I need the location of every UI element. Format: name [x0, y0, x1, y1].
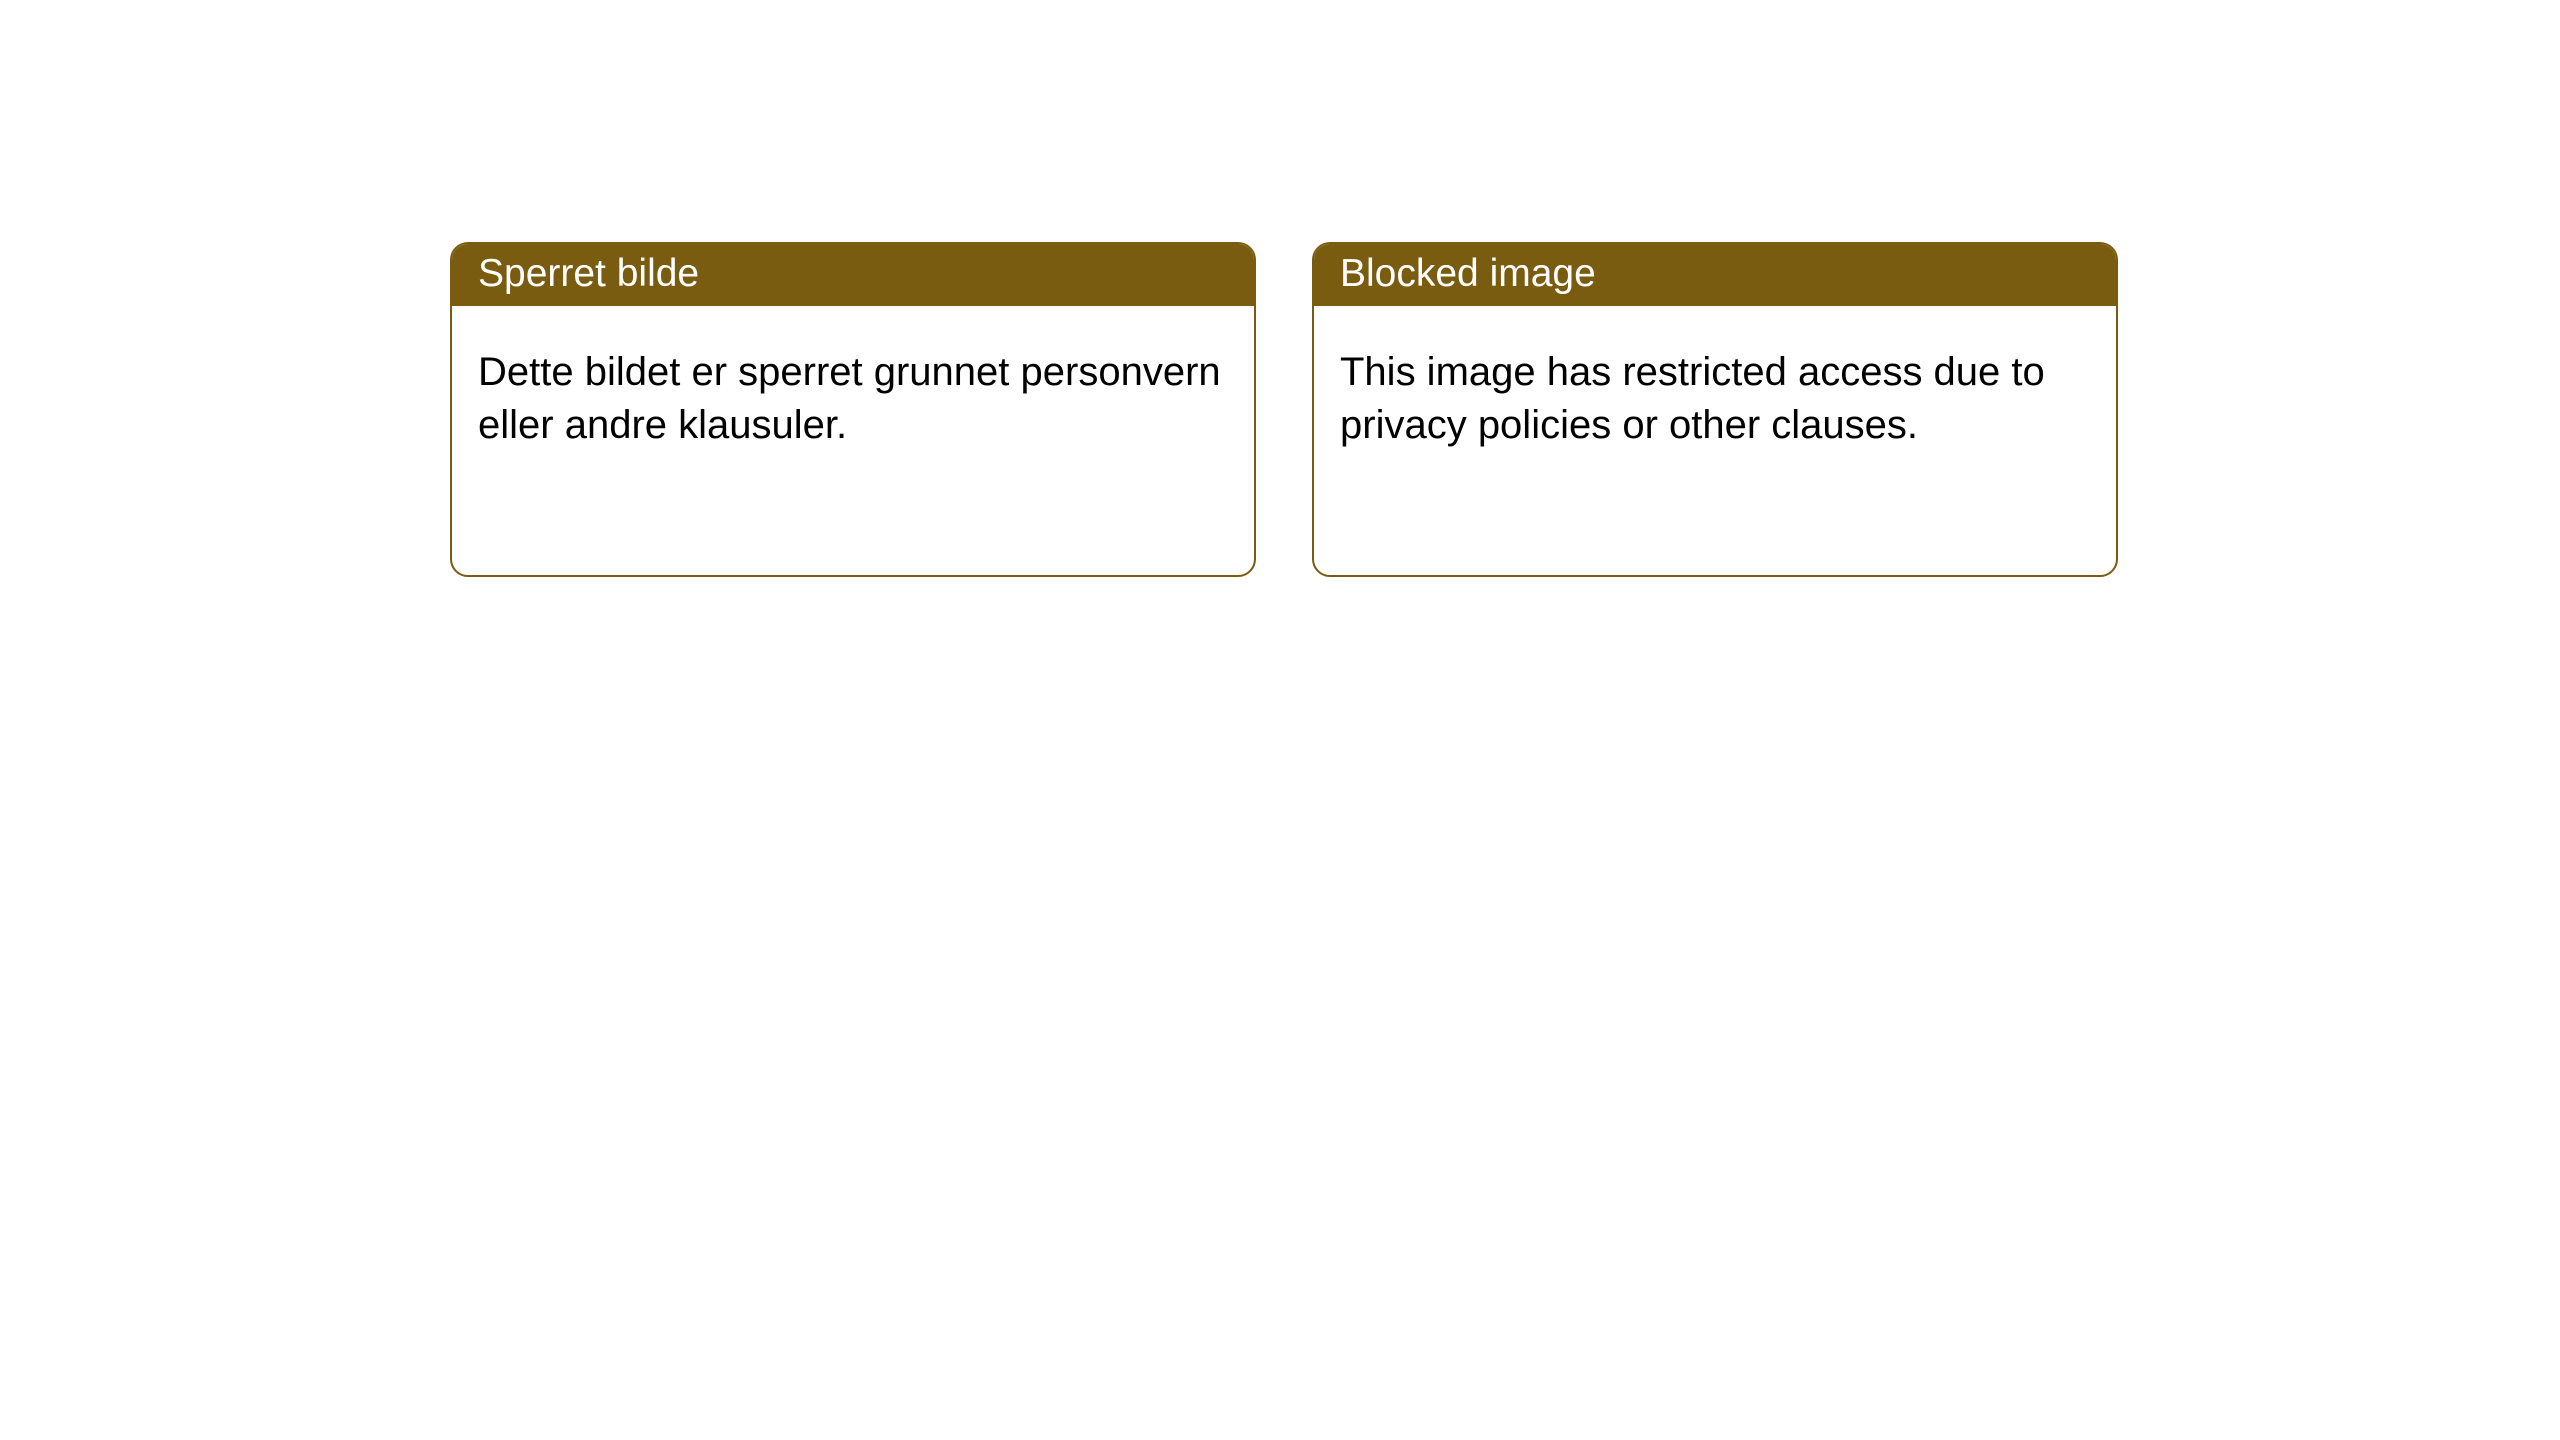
card-body-norwegian: Dette bildet er sperret grunnet personve… [452, 306, 1254, 478]
card-header-english: Blocked image [1314, 244, 2116, 306]
card-header-norwegian: Sperret bilde [452, 244, 1254, 306]
notice-card-norwegian: Sperret bilde Dette bildet er sperret gr… [450, 242, 1256, 577]
notice-card-english: Blocked image This image has restricted … [1312, 242, 2118, 577]
notice-container: Sperret bilde Dette bildet er sperret gr… [0, 0, 2560, 577]
card-body-english: This image has restricted access due to … [1314, 306, 2116, 478]
